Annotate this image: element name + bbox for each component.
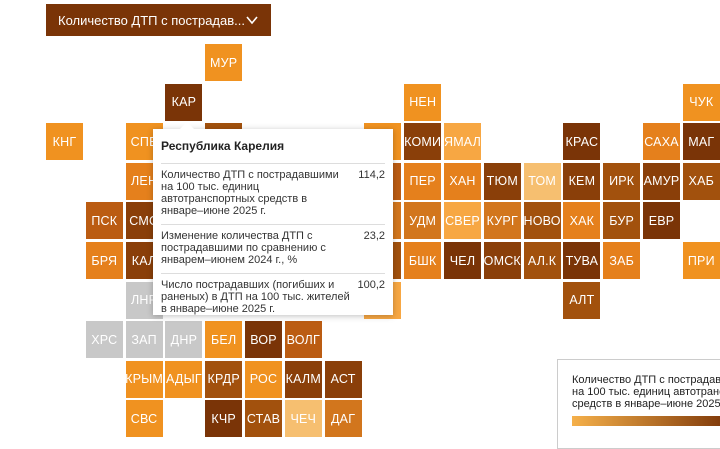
region-tile-амур[interactable]: АМУР [643, 162, 680, 200]
region-tile-бел[interactable]: БЕЛ [205, 321, 243, 359]
region-tile-свер[interactable]: СВЕР [444, 202, 481, 240]
tooltip-title: Республика Карелия [161, 139, 285, 153]
region-tile-алт[interactable]: АЛТ [563, 281, 601, 319]
region-tile-крым[interactable]: КРЫМ [125, 360, 163, 398]
legend: Количество ДТП с пострадавши на 100 тыс.… [557, 359, 720, 449]
region-tooltip: Республика Карелия Количество ДТП с пост… [153, 122, 393, 315]
region-tile-кем[interactable]: КЕМ [563, 162, 601, 200]
region-tile-бур[interactable]: БУР [603, 202, 641, 240]
region-tile-свс[interactable]: СВС [125, 400, 163, 438]
region-tile-кнг[interactable]: КНГ [46, 123, 83, 161]
region-tile-вор[interactable]: ВОР [245, 321, 282, 359]
region-tile-евр[interactable]: ЕВР [643, 202, 680, 240]
region-tile-аст[interactable]: АСТ [324, 360, 362, 398]
tooltip-row-value: 23,2 [363, 230, 385, 242]
region-tile-кург[interactable]: КУРГ [483, 202, 521, 240]
region-tile-хак[interactable]: ХАК [563, 202, 601, 240]
region-tile-калм[interactable]: КАЛМ [284, 360, 322, 398]
region-tile-чел[interactable]: ЧЕЛ [444, 242, 481, 279]
region-tile-адыг[interactable]: АДЫГ [165, 360, 203, 398]
legend-text-line: на 100 тыс. единиц автотранспорт [572, 386, 720, 398]
region-tile-волг[interactable]: ВОЛГ [284, 321, 322, 359]
region-tile-хаб[interactable]: ХАБ [682, 162, 720, 200]
legend-text-line: Количество ДТП с пострадавши [572, 374, 720, 386]
region-tile-нен[interactable]: НЕН [404, 83, 442, 121]
region-tile-бшк[interactable]: БШК [404, 242, 442, 279]
tooltip-row: Изменение количества ДТП с пострадавшими… [161, 224, 385, 273]
region-tile-рос[interactable]: РОС [245, 360, 282, 398]
region-tile-зап[interactable]: ЗАП [125, 321, 163, 359]
region-tile-том[interactable]: ТОМ [523, 162, 561, 200]
region-tile-маг[interactable]: МАГ [682, 123, 720, 161]
region-tile-пск[interactable]: ПСК [85, 202, 123, 240]
region-tile-даг[interactable]: ДАГ [324, 400, 362, 438]
region-tile-бря[interactable]: БРЯ [85, 242, 123, 279]
region-tile-омск[interactable]: ОМСК [484, 242, 521, 279]
region-tile-мур[interactable]: МУР [205, 44, 243, 81]
tooltip-row-value: 114,2 [358, 169, 385, 181]
region-tile-став[interactable]: СТАВ [245, 400, 282, 438]
region-tile-чеч[interactable]: ЧЕЧ [284, 400, 322, 438]
region-tile-хан[interactable]: ХАН [444, 162, 481, 200]
region-tile-ирк[interactable]: ИРК [603, 162, 641, 200]
legend-text-line: средств в январе–июне 2025 г. [572, 398, 720, 410]
chevron-down-icon [246, 16, 258, 25]
region-tile-ал.к[interactable]: АЛ.К [523, 242, 561, 279]
tooltip-row-label: Изменение количества ДТП с пострадавшими… [161, 230, 326, 266]
tooltip-row-label: Количество ДТП с пострадавшими на 100 ты… [161, 169, 339, 217]
region-tile-при[interactable]: ПРИ [682, 242, 720, 279]
region-tile-днр[interactable]: ДНР [165, 321, 203, 359]
region-tile-тува[interactable]: ТУВА [563, 242, 601, 279]
tooltip-row: Количество ДТП с пострадавшими на 100 ты… [161, 163, 385, 224]
region-tile-пер[interactable]: ПЕР [404, 162, 442, 200]
tooltip-row-value: 100,2 [357, 279, 385, 291]
dropdown-label: Количество ДТП с пострадав... [58, 12, 245, 28]
tooltip-row-label: Число пострадавших (погибших и раненых) … [161, 279, 350, 315]
indicator-dropdown[interactable]: Количество ДТП с пострадав... [46, 4, 271, 36]
region-tile-хрс[interactable]: ХРС [85, 321, 123, 359]
region-tile-коми[interactable]: КОМИ [404, 123, 442, 161]
region-tile-крас[interactable]: КРАС [563, 123, 601, 161]
region-tile-кар[interactable]: КАР [165, 83, 203, 121]
region-tile-саха[interactable]: САХА [643, 123, 680, 161]
region-tile-удм[interactable]: УДМ [404, 202, 442, 240]
region-tile-чук[interactable]: ЧУК [682, 83, 720, 121]
region-tile-заб[interactable]: ЗАБ [603, 242, 641, 279]
region-tile-ново[interactable]: НОВО [524, 202, 561, 240]
tooltip-row: Число пострадавших (погибших и раненых) … [161, 273, 385, 322]
region-tile-крдр[interactable]: КРДР [205, 360, 243, 398]
region-tile-ямал[interactable]: ЯМАЛ [444, 123, 481, 161]
region-tile-кчр[interactable]: КЧР [205, 400, 243, 438]
legend-color-scale [572, 416, 720, 426]
region-tile-тюм[interactable]: ТЮМ [483, 162, 521, 200]
